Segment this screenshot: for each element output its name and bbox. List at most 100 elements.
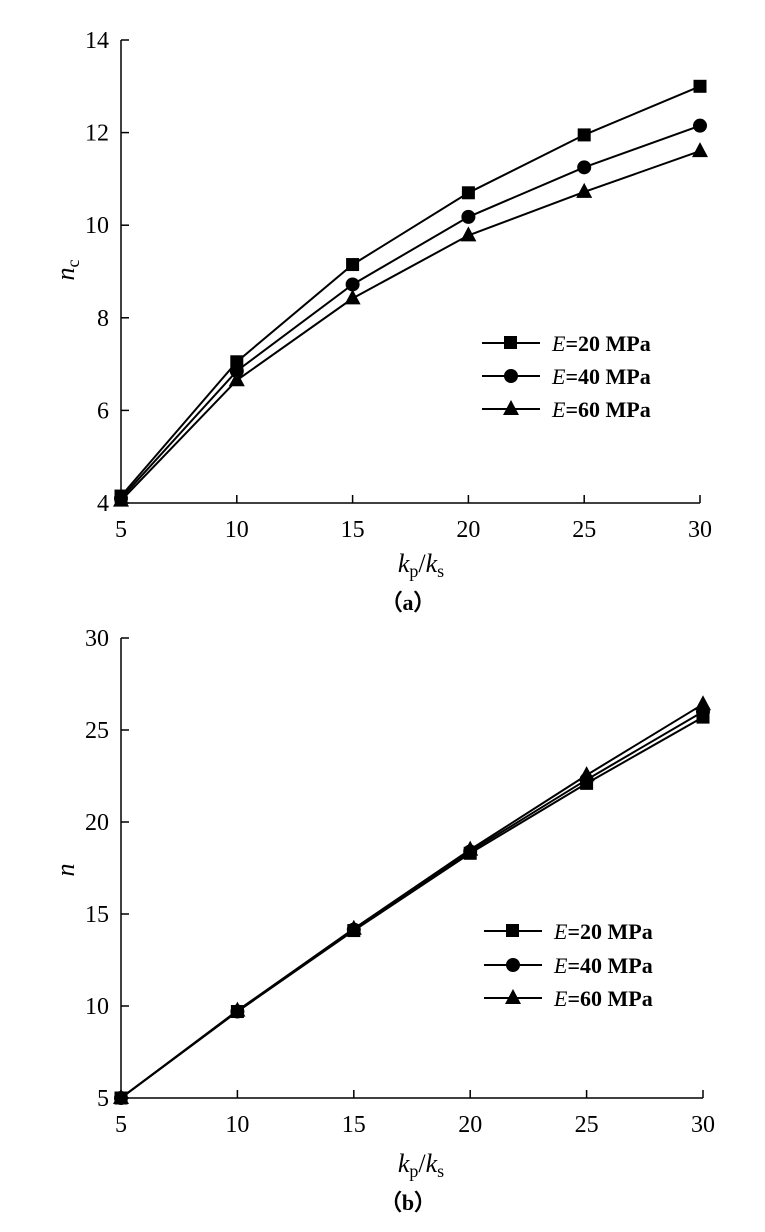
- y-axis-label-main-b: n: [51, 864, 80, 877]
- legend-item-a-2: E=40 MPa: [482, 364, 651, 389]
- panel-caption-b: （b）: [380, 1190, 436, 1215]
- x-axis-label-sep-a: /: [418, 549, 426, 578]
- legend-label-a-2: =40 MPa: [565, 364, 650, 389]
- legend-marker-square-icon: [504, 336, 517, 349]
- y-tick-label-b: 25: [85, 718, 109, 744]
- svg-text:E=40 MPa: E=40 MPa: [551, 364, 651, 389]
- x-tick-label-a: 10: [225, 517, 249, 543]
- data-point-circle: [229, 364, 244, 379]
- y-tick-label-a: 8: [97, 306, 109, 332]
- legend-a: E=20 MPa E=40 MPa E=60 MPa: [482, 331, 651, 422]
- legend-marker-triangle-icon: [505, 989, 521, 1004]
- data-point-square: [693, 79, 707, 93]
- series-line-a-2: [120, 124, 701, 500]
- y-tick-label-a: 12: [85, 121, 109, 147]
- data-point-triangle: [228, 371, 245, 387]
- svg-text:E=20 MPa: E=20 MPa: [551, 331, 651, 356]
- x-tick-label-b: 10: [225, 1112, 249, 1138]
- svg-text:E=20 MPa: E=20 MPa: [553, 919, 653, 944]
- data-point-circle: [577, 160, 592, 175]
- y-axis-label-a: nc: [51, 260, 83, 281]
- data-point-triangle: [460, 226, 477, 242]
- x-axis-label-a: kp/ks: [398, 549, 444, 581]
- data-point-triangle: [576, 182, 593, 198]
- x-axis-label-k1-b: k: [398, 1149, 410, 1178]
- y-tick-label-a: 14: [85, 28, 109, 54]
- legend-item-b-3: E=60 MPa: [484, 986, 653, 1011]
- legend-marker-circle-icon: [504, 369, 518, 383]
- legend-item-a-3: E=60 MPa: [482, 397, 651, 422]
- legend-item-a-1: E=20 MPa: [482, 331, 651, 356]
- legend-marker-triangle-icon: [503, 400, 519, 415]
- y-tick-label-b: 15: [85, 902, 109, 928]
- legend-label-var-a-3: E: [551, 397, 566, 422]
- series-line-b-2: [120, 710, 704, 1099]
- y-tick-label-a: 4: [97, 491, 109, 517]
- legend-item-b-2: E=40 MPa: [484, 953, 653, 978]
- data-point-square: [346, 258, 360, 272]
- y-axis-label-main-a: n: [51, 268, 80, 281]
- legend-label-b-2: =40 MPa: [567, 953, 652, 978]
- x-tick-label-a: 5: [115, 517, 127, 543]
- y-axis-label-b: n: [51, 864, 80, 877]
- data-point-triangle: [462, 840, 479, 856]
- legend-label-var-b-1: E: [553, 919, 568, 944]
- x-axis-label-sub1-b: p: [409, 1161, 418, 1181]
- data-point-triangle: [695, 695, 711, 711]
- legend-label-a-3: =60 MPa: [565, 397, 650, 422]
- x-axis-label-k1-a: k: [398, 549, 410, 578]
- data-point-triangle: [345, 919, 362, 935]
- x-tick-label-a: 25: [572, 517, 596, 543]
- x-tick-label-a: 30: [688, 517, 712, 543]
- series-line-b-1: [120, 716, 704, 1099]
- data-point-triangle: [113, 491, 129, 507]
- legend-label-var-a-2: E: [551, 364, 566, 389]
- legend-label-b-1: =20 MPa: [567, 919, 652, 944]
- data-point-triangle: [692, 142, 708, 158]
- legend-marker-square-icon: [506, 924, 519, 937]
- y-tick-label-a: 6: [97, 398, 109, 424]
- svg-text:E=60 MPa: E=60 MPa: [553, 986, 653, 1011]
- legend-marker-circle-icon: [506, 958, 520, 972]
- data-point-square: [461, 186, 475, 200]
- series-line-b-3: [120, 703, 704, 1099]
- data-point-triangle: [578, 766, 595, 782]
- data-point-triangle: [229, 1001, 246, 1017]
- y-axis-label-sub-a: c: [63, 260, 83, 268]
- plot-area-a: 4 6 8 10 12 14 5 10 15 20 25 30: [85, 28, 712, 543]
- x-tick-label-a: 15: [341, 517, 365, 543]
- x-tick-label-b: 25: [575, 1112, 599, 1138]
- svg-text:E=60 MPa: E=60 MPa: [551, 397, 651, 422]
- y-tick-label-b: 20: [85, 810, 109, 836]
- series-line-a-1: [120, 85, 701, 497]
- plot-area-b: 5 10 15 20 25 30 5 10 15 20 25 30: [85, 626, 715, 1138]
- panel-caption-a: （a）: [380, 590, 435, 615]
- y-tick-label-a: 10: [85, 213, 109, 239]
- x-axis-label-k2-b: k: [426, 1149, 438, 1178]
- legend-label-var-b-3: E: [553, 986, 568, 1011]
- x-axis-label-sub1-a: p: [409, 561, 418, 581]
- data-point-circle: [461, 209, 476, 224]
- x-axis-label-b: kp/ks: [398, 1149, 444, 1181]
- legend-label-b-3: =60 MPa: [567, 986, 652, 1011]
- x-axis-label-sub2-b: s: [437, 1161, 444, 1181]
- x-tick-label-b: 20: [458, 1112, 482, 1138]
- y-tick-label-b: 5: [97, 1086, 109, 1112]
- x-tick-label-b: 30: [691, 1112, 715, 1138]
- y-tick-label-b: 30: [85, 626, 109, 652]
- data-point-circle: [693, 118, 707, 133]
- legend-b: E=20 MPa E=40 MPa E=60 MPa: [484, 919, 653, 1011]
- x-axis-label-sep-b: /: [418, 1149, 426, 1178]
- legend-label-a-1: =20 MPa: [565, 331, 650, 356]
- data-point-triangle: [113, 1089, 129, 1104]
- svg-text:E=40 MPa: E=40 MPa: [553, 953, 653, 978]
- legend-label-var-b-2: E: [553, 953, 568, 978]
- legend-label-var-a-1: E: [551, 331, 566, 356]
- data-point-triangle: [344, 289, 361, 305]
- x-tick-label-a: 20: [456, 517, 480, 543]
- legend-item-b-1: E=20 MPa: [484, 919, 653, 944]
- x-tick-label-b: 5: [115, 1112, 127, 1138]
